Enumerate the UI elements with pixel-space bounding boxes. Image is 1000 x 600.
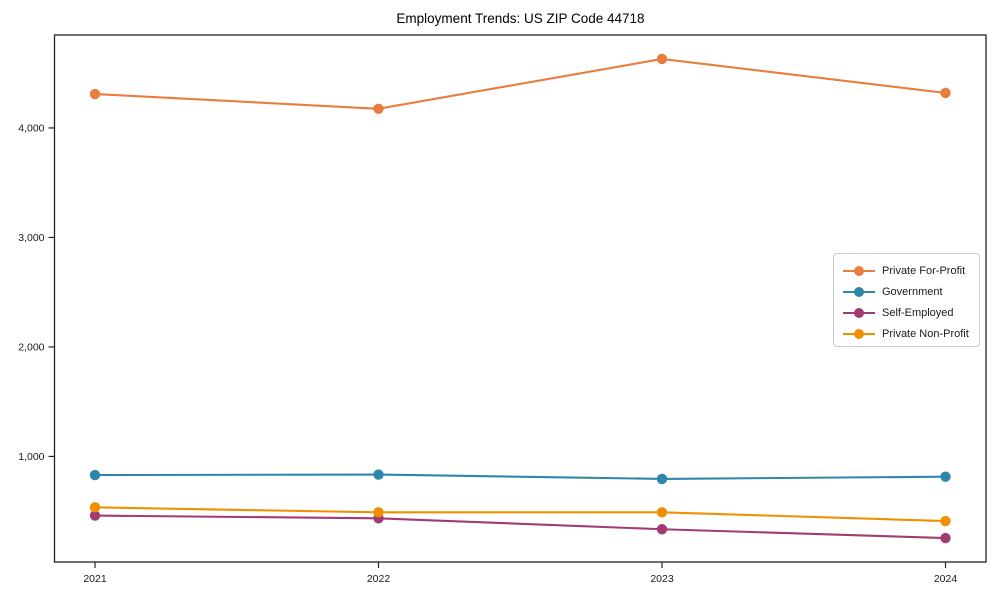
data-point-private-for-profit-2021 bbox=[89, 88, 101, 100]
data-point-private-non-profit-2023 bbox=[656, 507, 668, 518]
data-point-self-employed-2024 bbox=[940, 532, 951, 544]
data-point-private-for-profit-2024 bbox=[940, 87, 951, 99]
x-tick-label: 2024 bbox=[934, 573, 958, 585]
legend-label: Self-Employed bbox=[882, 306, 954, 319]
data-point-private-non-profit-2024 bbox=[940, 515, 951, 527]
x-tick-label: 2022 bbox=[367, 573, 391, 585]
legend-label: Private Non-Profit bbox=[882, 327, 969, 340]
data-point-government-2024 bbox=[940, 471, 951, 482]
y-tick-label: 2,000 bbox=[18, 342, 44, 354]
plot-border bbox=[53, 34, 987, 563]
legend-label: Government bbox=[882, 285, 943, 298]
data-point-government-2021 bbox=[89, 469, 101, 481]
legend-label: Private For-Profit bbox=[882, 264, 966, 277]
x-tick-label: 2021 bbox=[83, 573, 107, 585]
legend-line-marker-icon bbox=[843, 307, 875, 318]
legend: Private For-Profit Government Self-Employe… bbox=[833, 253, 980, 347]
legend-line-marker-icon bbox=[843, 328, 875, 339]
series-line-private-non-profit bbox=[93, 506, 947, 523]
legend-item: Private Non-Profit bbox=[843, 323, 979, 344]
legend-item: Private For-Profit bbox=[843, 260, 979, 281]
data-point-private-for-profit-2022 bbox=[373, 103, 384, 114]
data-point-government-2023 bbox=[656, 473, 668, 485]
series-line-private-for-profit bbox=[93, 57, 947, 110]
data-point-private-for-profit-2023 bbox=[656, 53, 668, 65]
data-point-self-employed-2023 bbox=[656, 524, 668, 535]
legend-item: Government bbox=[843, 281, 979, 302]
series-line-self-employed bbox=[93, 514, 947, 540]
chart-title: Employment Trends: US ZIP Code 44718 bbox=[396, 11, 645, 26]
data-point-private-non-profit-2022 bbox=[373, 507, 384, 518]
series-line-government bbox=[93, 473, 947, 480]
legend-item: Self-Employed bbox=[843, 302, 979, 323]
data-point-private-non-profit-2021 bbox=[89, 502, 101, 513]
legend-line-marker-icon bbox=[843, 286, 875, 297]
data-point-self-employed-2021 bbox=[89, 510, 101, 521]
y-tick-label: 3,000 bbox=[18, 232, 44, 244]
legend-line-marker-icon bbox=[843, 265, 875, 276]
y-tick-label: 1,000 bbox=[18, 451, 44, 463]
x-tick-label: 2023 bbox=[650, 573, 674, 585]
y-tick-label: 4,000 bbox=[18, 123, 44, 135]
data-point-government-2022 bbox=[373, 469, 384, 480]
